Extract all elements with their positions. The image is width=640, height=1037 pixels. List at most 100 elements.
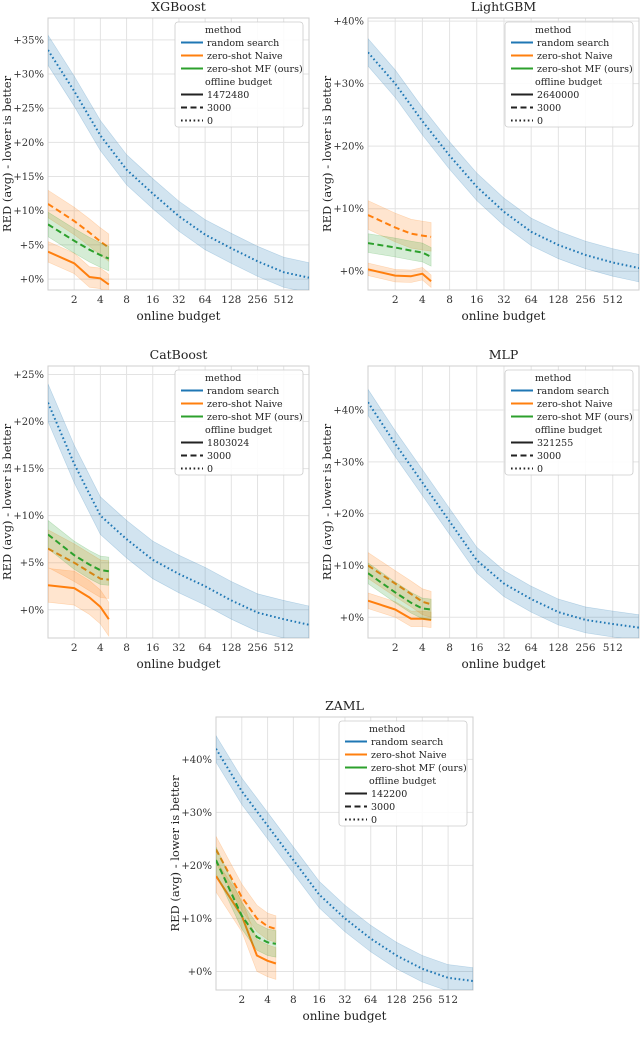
confidence-band bbox=[368, 388, 639, 638]
chart-title: XGBoost bbox=[151, 0, 206, 14]
series-line bbox=[48, 402, 309, 626]
y-tick-label: +20% bbox=[13, 138, 44, 149]
chart-lightgbm: 2 4 8 16 32 64 128 256 512 +0% +10% +20% +30% +40% Lig… bbox=[320, 0, 640, 323]
x-tick-label: 4 bbox=[264, 994, 271, 1006]
series-line bbox=[368, 599, 432, 621]
confidence-band bbox=[368, 38, 639, 283]
series-line bbox=[368, 214, 432, 238]
legend-label: zero-shot Naive bbox=[537, 51, 613, 62]
legend-label: random search bbox=[207, 38, 279, 49]
chart-title: CatBoost bbox=[150, 347, 208, 362]
y-tick-label: +10% bbox=[333, 204, 364, 215]
confidence-band bbox=[48, 383, 309, 638]
x-tick-label: 16 bbox=[146, 642, 160, 654]
y-tick-label: +15% bbox=[13, 464, 44, 475]
y-tick-label: +15% bbox=[13, 172, 44, 183]
x-tick-label: 32 bbox=[172, 642, 185, 654]
legend-label: 0 bbox=[371, 815, 377, 826]
legend-title: method bbox=[205, 373, 241, 384]
series-group bbox=[368, 38, 639, 289]
legend: method random search zero-shot Naive zero-s… bbox=[504, 369, 634, 476]
legend-label: 1472480 bbox=[207, 90, 249, 101]
confidence-band bbox=[216, 846, 277, 958]
y-tick-label: +0% bbox=[188, 967, 212, 978]
legend-title: method bbox=[535, 25, 571, 36]
x-tick-label: 128 bbox=[386, 994, 406, 1006]
y-tick-label: +40% bbox=[333, 17, 364, 28]
x-tick-label: 4 bbox=[419, 294, 426, 306]
legend-title: method bbox=[369, 724, 405, 735]
series-group bbox=[216, 735, 473, 990]
y-tick-label: +10% bbox=[13, 511, 44, 522]
series-line bbox=[48, 203, 110, 249]
y-axis-label: RED (avg) - lower is better bbox=[320, 423, 334, 580]
legend-title: offline budget bbox=[535, 77, 602, 88]
legend-label: zero-shot Naive bbox=[207, 51, 283, 62]
legend-label: 3000 bbox=[207, 451, 231, 462]
x-tick-label: 8 bbox=[290, 994, 297, 1006]
x-tick-label: 512 bbox=[603, 642, 623, 654]
series-group bbox=[48, 383, 309, 638]
x-tick-label: 512 bbox=[274, 294, 294, 306]
legend-label: 0 bbox=[537, 116, 543, 127]
x-tick-label: 32 bbox=[497, 294, 510, 306]
chart-title: MLP bbox=[489, 347, 519, 362]
y-tick-label: +10% bbox=[181, 914, 212, 925]
x-tick-label: 512 bbox=[603, 294, 623, 306]
legend: method random search zero-shot Naive zero-s… bbox=[338, 720, 468, 827]
x-tick-label: 128 bbox=[221, 642, 241, 654]
x-tick-label: 2 bbox=[392, 294, 399, 306]
x-tick-label: 2 bbox=[238, 994, 245, 1006]
series-line bbox=[216, 859, 277, 945]
x-tick-label: 8 bbox=[123, 642, 130, 654]
legend-label: 3000 bbox=[207, 103, 231, 114]
plot-frame bbox=[367, 17, 640, 291]
y-tick-label: +20% bbox=[333, 509, 364, 520]
series-line bbox=[368, 51, 639, 270]
legend-box bbox=[504, 21, 634, 128]
x-tick-label: 2 bbox=[71, 294, 78, 306]
series-group bbox=[368, 388, 639, 638]
confidence-band bbox=[216, 836, 277, 943]
legend-title: offline budget bbox=[205, 77, 272, 88]
series-line bbox=[48, 584, 110, 620]
legend-label: 142200 bbox=[371, 789, 407, 800]
series-line bbox=[48, 547, 109, 581]
legend-label: 3000 bbox=[371, 802, 395, 813]
series-line bbox=[216, 875, 277, 965]
confidence-band bbox=[48, 189, 110, 262]
legend-label: zero-shot MF (ours) bbox=[371, 763, 467, 774]
chart-title: LightGBM bbox=[471, 0, 537, 14]
y-tick-label: +30% bbox=[13, 70, 44, 81]
y-tick-label: +30% bbox=[333, 79, 364, 90]
y-axis-label: RED (avg) - lower is better bbox=[0, 75, 14, 232]
x-tick-label: 256 bbox=[412, 994, 432, 1006]
chart-mlp: 2 4 8 16 32 64 128 256 512 +0% +10% +20% +30% +40% MLP… bbox=[320, 347, 640, 671]
legend-box bbox=[504, 369, 634, 476]
series-line bbox=[368, 564, 432, 606]
x-tick-label: 32 bbox=[338, 994, 351, 1006]
legend-label: 0 bbox=[207, 464, 213, 475]
legend: method random search zero-shot Naive zero-s… bbox=[174, 21, 304, 128]
confidence-band bbox=[48, 520, 110, 586]
series-line bbox=[48, 223, 110, 260]
confidence-band bbox=[48, 211, 110, 272]
y-tick-label: +25% bbox=[13, 370, 44, 381]
confidence-band bbox=[368, 233, 432, 267]
series-line bbox=[48, 533, 109, 573]
legend-label: zero-shot MF (ours) bbox=[207, 64, 303, 75]
legend-label: 3000 bbox=[537, 103, 561, 114]
x-tick-label: 256 bbox=[247, 294, 267, 306]
y-axis-label: RED (avg) - lower is better bbox=[0, 423, 14, 580]
y-tick-label: +30% bbox=[333, 457, 364, 468]
series-line bbox=[368, 401, 639, 629]
legend-box bbox=[338, 720, 468, 827]
y-tick-label: +40% bbox=[333, 406, 364, 417]
y-axis-label: RED (avg) - lower is better bbox=[320, 75, 334, 232]
chart-title: ZAML bbox=[325, 698, 364, 713]
confidence-band bbox=[48, 34, 309, 290]
y-tick-label: +0% bbox=[340, 267, 364, 278]
y-tick-label: +30% bbox=[181, 808, 212, 819]
legend-title: method bbox=[535, 373, 571, 384]
y-tick-label: +10% bbox=[333, 561, 364, 572]
